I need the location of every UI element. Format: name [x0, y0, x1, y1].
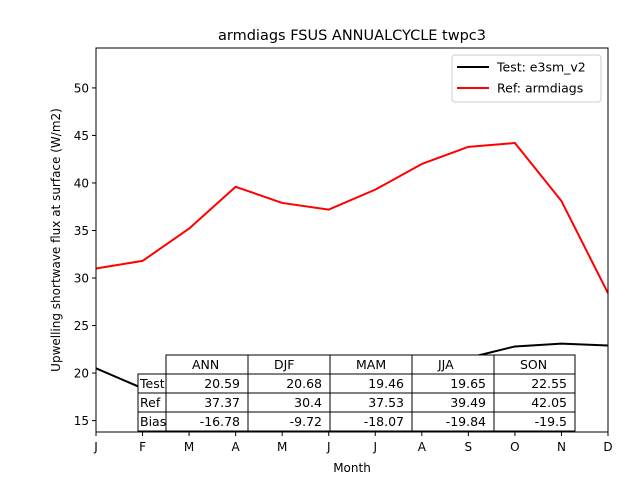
table-column-header: ANN	[192, 357, 219, 372]
y-axis-label: Upwelling shortwave flux at surface (W/m…	[49, 108, 63, 372]
table-cell-value: -16.78	[200, 414, 240, 429]
y-tick-label: 20	[74, 367, 89, 381]
x-tick-label: F	[139, 440, 146, 454]
y-tick-label: 45	[74, 129, 89, 143]
table-cell-value: 19.46	[368, 376, 404, 391]
y-tick-label: 30	[74, 272, 89, 286]
y-tick-label: 25	[74, 319, 89, 333]
table-column-header: DJF	[274, 357, 295, 372]
x-tick-label: A	[418, 440, 427, 454]
table-column-header: MAM	[356, 357, 386, 372]
x-tick-label: M	[277, 440, 287, 454]
table-cell-value: -19.84	[446, 414, 486, 429]
y-tick-label: 40	[74, 176, 89, 190]
legend: Test: e3sm_v2 Ref: armdiags	[451, 54, 602, 103]
table-row-label: Ref	[140, 395, 161, 410]
x-tick-label: D	[603, 440, 612, 454]
x-tick-label: M	[184, 440, 194, 454]
x-tick-label: A	[232, 440, 241, 454]
y-tick-label: 50	[74, 81, 89, 95]
summary-table: ANN DJF MAM JJA SON Test 20.59 20.68 19.46 19.65 2…	[137, 354, 576, 432]
y-tick-label: 15	[74, 414, 89, 428]
table-column-header: SON	[520, 357, 547, 372]
x-axis-label: Month	[333, 461, 371, 475]
table-cell-value: 19.65	[450, 376, 486, 391]
legend-label: Ref: armdiags	[497, 81, 583, 96]
x-tick-label: J	[372, 440, 377, 454]
table-cell-value: 37.37	[204, 395, 240, 410]
table-cell-value: 20.68	[286, 376, 322, 391]
x-tick-label: O	[510, 440, 519, 454]
table-cell-value: 37.53	[368, 395, 404, 410]
axes-frame	[95, 47, 609, 433]
y-axis-ticks: 15 20 25 30 35 40 45 50	[74, 81, 96, 428]
table-cell-value: 20.59	[204, 376, 240, 391]
table-row-label: Bias	[140, 414, 166, 429]
table-column-header: JJA	[437, 357, 454, 372]
legend-label: Test: e3sm_v2	[496, 60, 586, 75]
x-tick-label: S	[465, 440, 473, 454]
table-cell-value: 22.55	[531, 376, 567, 391]
chart-title: armdiags FSUS ANNUALCYCLE twpc3	[218, 28, 486, 44]
table-cell	[493, 411, 576, 432]
table-cell-value: 42.05	[531, 395, 567, 410]
table-cell-value: -18.07	[364, 414, 404, 429]
x-tick-label: N	[557, 440, 566, 454]
table-cell-value: -9.72	[290, 414, 322, 429]
legend-frame	[451, 54, 602, 103]
table-cell-value: -19.5	[535, 414, 567, 429]
table-row-label: Test	[139, 376, 165, 391]
series-line-ref	[95, 142, 609, 294]
x-tick-label: J	[326, 440, 331, 454]
y-tick-label: 35	[74, 224, 89, 238]
x-tick-label: J	[93, 440, 98, 454]
table-cell-value: 39.49	[450, 395, 486, 410]
table-cell-value: 30.4	[294, 395, 322, 410]
